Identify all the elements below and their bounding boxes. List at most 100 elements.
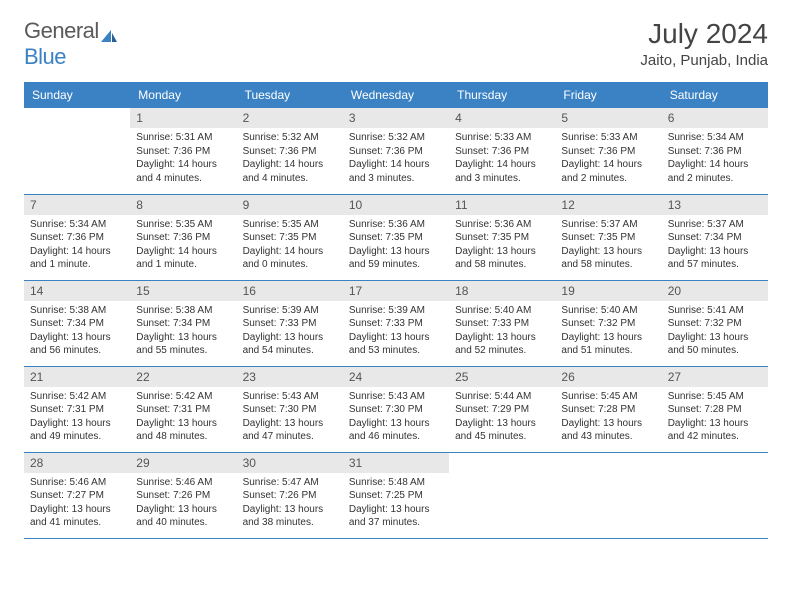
day-info: Sunrise: 5:48 AMSunset: 7:25 PMDaylight:… — [343, 473, 449, 536]
logo-part2: Blue — [24, 44, 66, 69]
calendar-day: 23Sunrise: 5:43 AMSunset: 7:30 PMDayligh… — [237, 366, 343, 452]
day-number: 26 — [555, 367, 661, 387]
calendar-day: 13Sunrise: 5:37 AMSunset: 7:34 PMDayligh… — [662, 194, 768, 280]
day-number: 19 — [555, 281, 661, 301]
page-subtitle: Jaito, Punjab, India — [640, 52, 768, 69]
day-info: Sunrise: 5:33 AMSunset: 7:36 PMDaylight:… — [449, 128, 555, 191]
day-info: Sunrise: 5:32 AMSunset: 7:36 PMDaylight:… — [343, 128, 449, 191]
day-info: Sunrise: 5:35 AMSunset: 7:35 PMDaylight:… — [237, 215, 343, 278]
day-number: 8 — [130, 195, 236, 215]
calendar-day: 27Sunrise: 5:45 AMSunset: 7:28 PMDayligh… — [662, 366, 768, 452]
calendar-day: 2Sunrise: 5:32 AMSunset: 7:36 PMDaylight… — [237, 108, 343, 194]
calendar-row: 1Sunrise: 5:31 AMSunset: 7:36 PMDaylight… — [24, 108, 768, 194]
weekday-header: Friday — [555, 82, 661, 108]
day-number: 1 — [130, 108, 236, 128]
day-info: Sunrise: 5:42 AMSunset: 7:31 PMDaylight:… — [24, 387, 130, 450]
day-number: 7 — [24, 195, 130, 215]
calendar-row: 14Sunrise: 5:38 AMSunset: 7:34 PMDayligh… — [24, 280, 768, 366]
day-number: 3 — [343, 108, 449, 128]
calendar-day: 30Sunrise: 5:47 AMSunset: 7:26 PMDayligh… — [237, 452, 343, 538]
calendar-day: 14Sunrise: 5:38 AMSunset: 7:34 PMDayligh… — [24, 280, 130, 366]
day-number: 4 — [449, 108, 555, 128]
day-number: 30 — [237, 453, 343, 473]
logo-sail-icon — [99, 24, 119, 40]
day-number: 12 — [555, 195, 661, 215]
day-number: 15 — [130, 281, 236, 301]
day-number: 29 — [130, 453, 236, 473]
calendar-day: 3Sunrise: 5:32 AMSunset: 7:36 PMDaylight… — [343, 108, 449, 194]
header: GeneralBlue July 2024 Jaito, Punjab, Ind… — [24, 18, 768, 70]
calendar-day: 21Sunrise: 5:42 AMSunset: 7:31 PMDayligh… — [24, 366, 130, 452]
logo: GeneralBlue — [24, 18, 119, 70]
day-number: 9 — [237, 195, 343, 215]
calendar-day: 1Sunrise: 5:31 AMSunset: 7:36 PMDaylight… — [130, 108, 236, 194]
calendar-day: 28Sunrise: 5:46 AMSunset: 7:27 PMDayligh… — [24, 452, 130, 538]
day-number: 14 — [24, 281, 130, 301]
calendar-day: 18Sunrise: 5:40 AMSunset: 7:33 PMDayligh… — [449, 280, 555, 366]
day-info: Sunrise: 5:31 AMSunset: 7:36 PMDaylight:… — [130, 128, 236, 191]
day-info: Sunrise: 5:46 AMSunset: 7:26 PMDaylight:… — [130, 473, 236, 536]
day-number: 31 — [343, 453, 449, 473]
day-number: 21 — [24, 367, 130, 387]
calendar-empty — [24, 108, 130, 194]
day-info: Sunrise: 5:36 AMSunset: 7:35 PMDaylight:… — [449, 215, 555, 278]
day-number: 25 — [449, 367, 555, 387]
calendar-head: SundayMondayTuesdayWednesdayThursdayFrid… — [24, 82, 768, 108]
calendar-table: SundayMondayTuesdayWednesdayThursdayFrid… — [24, 82, 768, 539]
calendar-day: 26Sunrise: 5:45 AMSunset: 7:28 PMDayligh… — [555, 366, 661, 452]
weekday-header: Wednesday — [343, 82, 449, 108]
day-info: Sunrise: 5:40 AMSunset: 7:32 PMDaylight:… — [555, 301, 661, 364]
calendar-day: 7Sunrise: 5:34 AMSunset: 7:36 PMDaylight… — [24, 194, 130, 280]
day-info: Sunrise: 5:45 AMSunset: 7:28 PMDaylight:… — [662, 387, 768, 450]
day-info: Sunrise: 5:43 AMSunset: 7:30 PMDaylight:… — [343, 387, 449, 450]
day-info: Sunrise: 5:37 AMSunset: 7:35 PMDaylight:… — [555, 215, 661, 278]
day-number: 5 — [555, 108, 661, 128]
weekday-header: Sunday — [24, 82, 130, 108]
day-number: 16 — [237, 281, 343, 301]
day-info: Sunrise: 5:40 AMSunset: 7:33 PMDaylight:… — [449, 301, 555, 364]
day-number: 22 — [130, 367, 236, 387]
day-number: 24 — [343, 367, 449, 387]
calendar-day: 16Sunrise: 5:39 AMSunset: 7:33 PMDayligh… — [237, 280, 343, 366]
day-info: Sunrise: 5:34 AMSunset: 7:36 PMDaylight:… — [24, 215, 130, 278]
calendar-day: 20Sunrise: 5:41 AMSunset: 7:32 PMDayligh… — [662, 280, 768, 366]
logo-text: GeneralBlue — [24, 18, 119, 70]
calendar-day: 8Sunrise: 5:35 AMSunset: 7:36 PMDaylight… — [130, 194, 236, 280]
day-number: 2 — [237, 108, 343, 128]
day-info: Sunrise: 5:36 AMSunset: 7:35 PMDaylight:… — [343, 215, 449, 278]
day-info: Sunrise: 5:45 AMSunset: 7:28 PMDaylight:… — [555, 387, 661, 450]
day-info: Sunrise: 5:44 AMSunset: 7:29 PMDaylight:… — [449, 387, 555, 450]
calendar-day: 17Sunrise: 5:39 AMSunset: 7:33 PMDayligh… — [343, 280, 449, 366]
calendar-day: 31Sunrise: 5:48 AMSunset: 7:25 PMDayligh… — [343, 452, 449, 538]
day-info: Sunrise: 5:33 AMSunset: 7:36 PMDaylight:… — [555, 128, 661, 191]
calendar-row: 7Sunrise: 5:34 AMSunset: 7:36 PMDaylight… — [24, 194, 768, 280]
calendar-day: 29Sunrise: 5:46 AMSunset: 7:26 PMDayligh… — [130, 452, 236, 538]
weekday-header: Saturday — [662, 82, 768, 108]
day-number: 17 — [343, 281, 449, 301]
day-number: 10 — [343, 195, 449, 215]
day-number: 13 — [662, 195, 768, 215]
calendar-day: 24Sunrise: 5:43 AMSunset: 7:30 PMDayligh… — [343, 366, 449, 452]
weekday-header: Tuesday — [237, 82, 343, 108]
day-number: 27 — [662, 367, 768, 387]
day-info: Sunrise: 5:39 AMSunset: 7:33 PMDaylight:… — [343, 301, 449, 364]
day-number: 23 — [237, 367, 343, 387]
calendar-row: 21Sunrise: 5:42 AMSunset: 7:31 PMDayligh… — [24, 366, 768, 452]
page-title: July 2024 — [640, 18, 768, 50]
weekday-header: Thursday — [449, 82, 555, 108]
calendar-day: 9Sunrise: 5:35 AMSunset: 7:35 PMDaylight… — [237, 194, 343, 280]
day-number: 28 — [24, 453, 130, 473]
day-number: 20 — [662, 281, 768, 301]
day-info: Sunrise: 5:41 AMSunset: 7:32 PMDaylight:… — [662, 301, 768, 364]
calendar-day: 12Sunrise: 5:37 AMSunset: 7:35 PMDayligh… — [555, 194, 661, 280]
calendar-day: 19Sunrise: 5:40 AMSunset: 7:32 PMDayligh… — [555, 280, 661, 366]
day-info: Sunrise: 5:47 AMSunset: 7:26 PMDaylight:… — [237, 473, 343, 536]
weekday-header: Monday — [130, 82, 236, 108]
calendar-day: 22Sunrise: 5:42 AMSunset: 7:31 PMDayligh… — [130, 366, 236, 452]
calendar-day: 10Sunrise: 5:36 AMSunset: 7:35 PMDayligh… — [343, 194, 449, 280]
day-info: Sunrise: 5:39 AMSunset: 7:33 PMDaylight:… — [237, 301, 343, 364]
day-info: Sunrise: 5:43 AMSunset: 7:30 PMDaylight:… — [237, 387, 343, 450]
day-info: Sunrise: 5:32 AMSunset: 7:36 PMDaylight:… — [237, 128, 343, 191]
title-block: July 2024 Jaito, Punjab, India — [640, 18, 768, 69]
calendar-day: 25Sunrise: 5:44 AMSunset: 7:29 PMDayligh… — [449, 366, 555, 452]
